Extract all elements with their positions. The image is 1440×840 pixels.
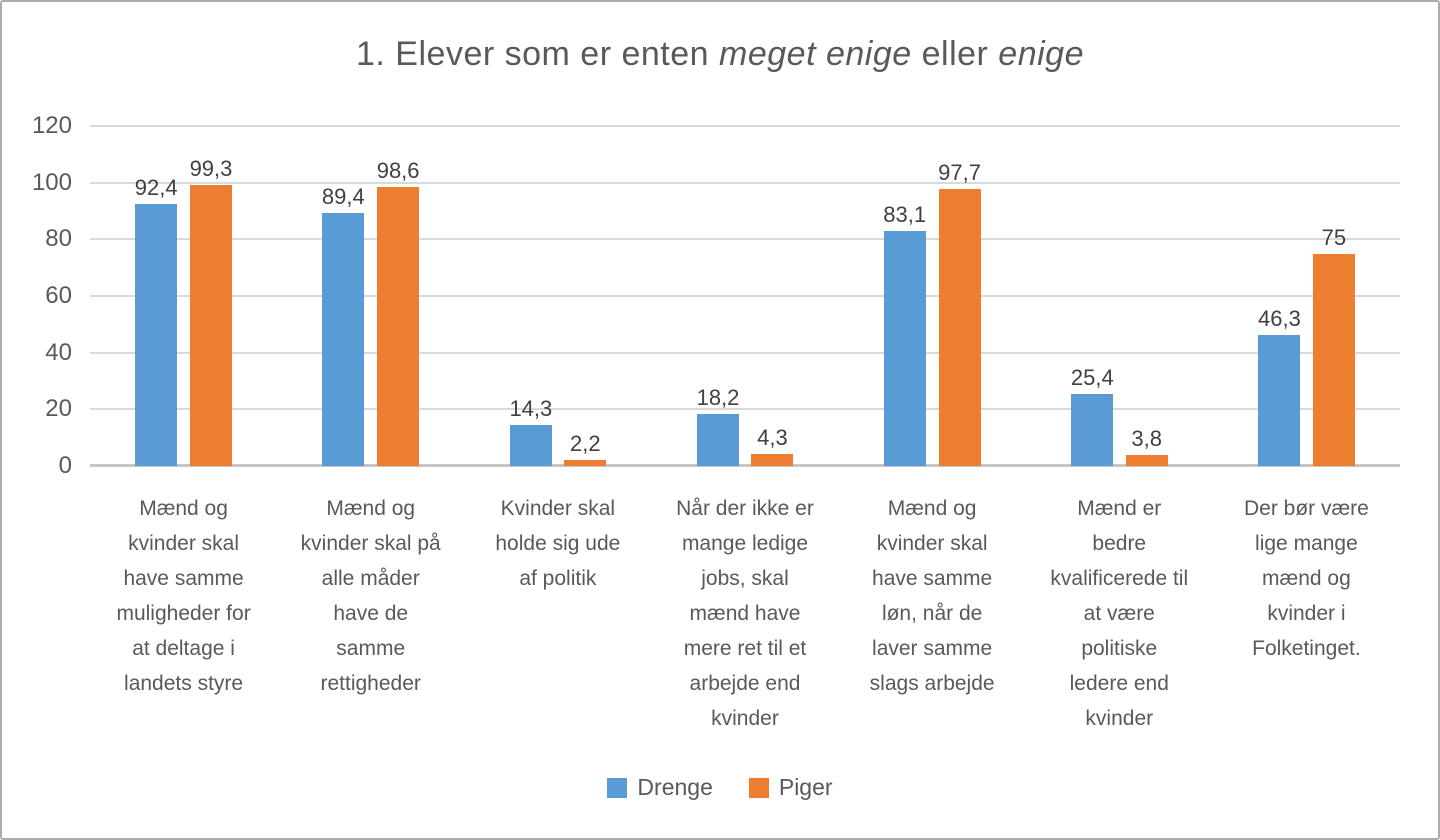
value-label-piger: 97,7 bbox=[938, 160, 981, 186]
chart-title-segment: meget enige bbox=[719, 35, 912, 73]
bar-drenge bbox=[135, 204, 178, 466]
value-label-drenge: 46,3 bbox=[1258, 305, 1301, 331]
bar-wrap-piger: 75 bbox=[1312, 126, 1355, 466]
bar-drenge bbox=[1071, 394, 1114, 466]
bar-wrap-drenge: 14,3 bbox=[509, 126, 552, 466]
bar-wrap-drenge: 25,4 bbox=[1071, 126, 1114, 466]
x-axis-category-label: Når der ikke er mange ledige jobs, skal … bbox=[676, 497, 814, 730]
value-label-drenge: 92,4 bbox=[134, 175, 178, 201]
chart-title-segment: enige bbox=[998, 35, 1084, 73]
bar-drenge bbox=[322, 212, 365, 466]
bar-piger bbox=[938, 189, 981, 466]
bar-wrap-drenge: 89,4 bbox=[322, 126, 365, 466]
legend-item-drenge: Drenge bbox=[607, 774, 713, 801]
value-label-drenge: 25,4 bbox=[1070, 365, 1114, 391]
y-axis-tick-label: 80 bbox=[45, 225, 72, 253]
value-label-drenge: 18,2 bbox=[696, 385, 740, 411]
y-axis-tick-label: 60 bbox=[45, 282, 72, 309]
y-axis-tick-label: 100 bbox=[31, 168, 72, 196]
legend-swatch-icon bbox=[748, 777, 769, 798]
bar-wrap-piger: 3,8 bbox=[1125, 126, 1168, 466]
x-axis-category-label: Kvinder skal holde sig ude af politik bbox=[495, 497, 621, 590]
bar-piger bbox=[564, 459, 607, 466]
bar-wrap-drenge: 92,4 bbox=[135, 126, 178, 466]
gridline bbox=[90, 238, 1400, 241]
legend: Drenge Piger bbox=[2, 774, 1438, 801]
value-label-piger: 4,3 bbox=[757, 424, 788, 450]
gridline bbox=[90, 295, 1400, 297]
bar-drenge bbox=[883, 230, 926, 466]
bar-wrap-drenge: 46,3 bbox=[1258, 126, 1301, 466]
bar-piger bbox=[751, 453, 794, 466]
value-label-piger: 99,3 bbox=[189, 155, 233, 181]
x-axis-category-label: Der bør være lige mange mænd og kvinder … bbox=[1243, 497, 1369, 660]
value-label-piger: 3,8 bbox=[1131, 426, 1162, 452]
value-label-drenge: 83,1 bbox=[883, 201, 927, 227]
bar-wrap-drenge: 83,1 bbox=[883, 126, 926, 466]
bar-wrap-piger: 2,2 bbox=[564, 126, 607, 466]
bar-wrap-drenge: 18,2 bbox=[696, 126, 740, 466]
y-axis-tick-label: 120 bbox=[31, 112, 72, 139]
gridline bbox=[90, 125, 1400, 127]
bar-groups: 92,4 99,3 89,4 98,6 14,3 2,2 18,2 4,3 83,1 97,7 25… bbox=[90, 126, 1400, 466]
x-axis-category-label: Mænd og kvinder skal på alle måder have … bbox=[300, 497, 441, 695]
x-axis-line bbox=[90, 464, 1400, 467]
y-axis-tick-label: 20 bbox=[45, 395, 72, 423]
value-label-drenge: 14,3 bbox=[509, 396, 553, 422]
bar-group: 83,1 97,7 bbox=[839, 126, 1026, 466]
x-axis-category-label: Mænd og kvinder skal have samme løn, når… bbox=[869, 497, 995, 695]
value-label-piger: 2,2 bbox=[569, 430, 601, 456]
y-axis-tick-label: 0 bbox=[58, 452, 72, 479]
bar-group: 18,2 4,3 bbox=[651, 126, 838, 466]
x-axis-category-label: Mænd er bedre kvalificerede til at være … bbox=[1050, 497, 1189, 730]
legend-label: Drenge bbox=[637, 774, 713, 800]
bar-drenge bbox=[696, 414, 739, 466]
legend-item-piger: Piger bbox=[748, 774, 833, 801]
bar-piger bbox=[1312, 253, 1355, 466]
bar-drenge bbox=[1258, 334, 1301, 466]
chart-title-segment: 1. Elever som er enten bbox=[356, 35, 720, 73]
legend-swatch-icon bbox=[607, 777, 628, 798]
value-label-piger: 75 bbox=[1321, 224, 1347, 250]
bar-wrap-piger: 4,3 bbox=[751, 126, 794, 466]
chart-title-segment: eller bbox=[911, 35, 999, 73]
bar-group: 46,3 75 bbox=[1213, 126, 1400, 466]
x-axis-labels: Mænd og kvinder skal have samme mulighed… bbox=[90, 491, 1400, 736]
bar-piger bbox=[189, 184, 232, 466]
value-label-drenge: 89,4 bbox=[321, 183, 365, 209]
gridline bbox=[90, 351, 1400, 354]
bar-piger bbox=[1125, 455, 1168, 466]
legend-label: Piger bbox=[778, 774, 833, 800]
bar-wrap-piger: 97,7 bbox=[938, 126, 981, 466]
bar-group: 89,4 98,6 bbox=[277, 126, 464, 466]
gridline bbox=[90, 408, 1400, 411]
y-axis-tick-label: 40 bbox=[45, 338, 72, 366]
bar-group: 25,4 3,8 bbox=[1026, 126, 1213, 466]
x-axis-category-label: Mænd og kvinder skal have samme mulighed… bbox=[116, 497, 251, 695]
plot-area: 0 20 40 60 80 100 120 92,4 99,3 89,4 98,6 14,3 2,2 18… bbox=[32, 112, 1400, 479]
bar-piger bbox=[377, 186, 420, 466]
bar-wrap-piger: 98,6 bbox=[377, 126, 420, 466]
gridline bbox=[90, 181, 1400, 184]
bar-drenge bbox=[509, 425, 552, 466]
bar-wrap-piger: 99,3 bbox=[189, 126, 233, 466]
chart-title: 1. Elever som er enten meget enige eller… bbox=[2, 35, 1438, 74]
bar-group: 14,3 2,2 bbox=[464, 126, 651, 466]
value-label-piger: 98,6 bbox=[376, 157, 420, 183]
bar-group: 92,4 99,3 bbox=[90, 126, 277, 466]
